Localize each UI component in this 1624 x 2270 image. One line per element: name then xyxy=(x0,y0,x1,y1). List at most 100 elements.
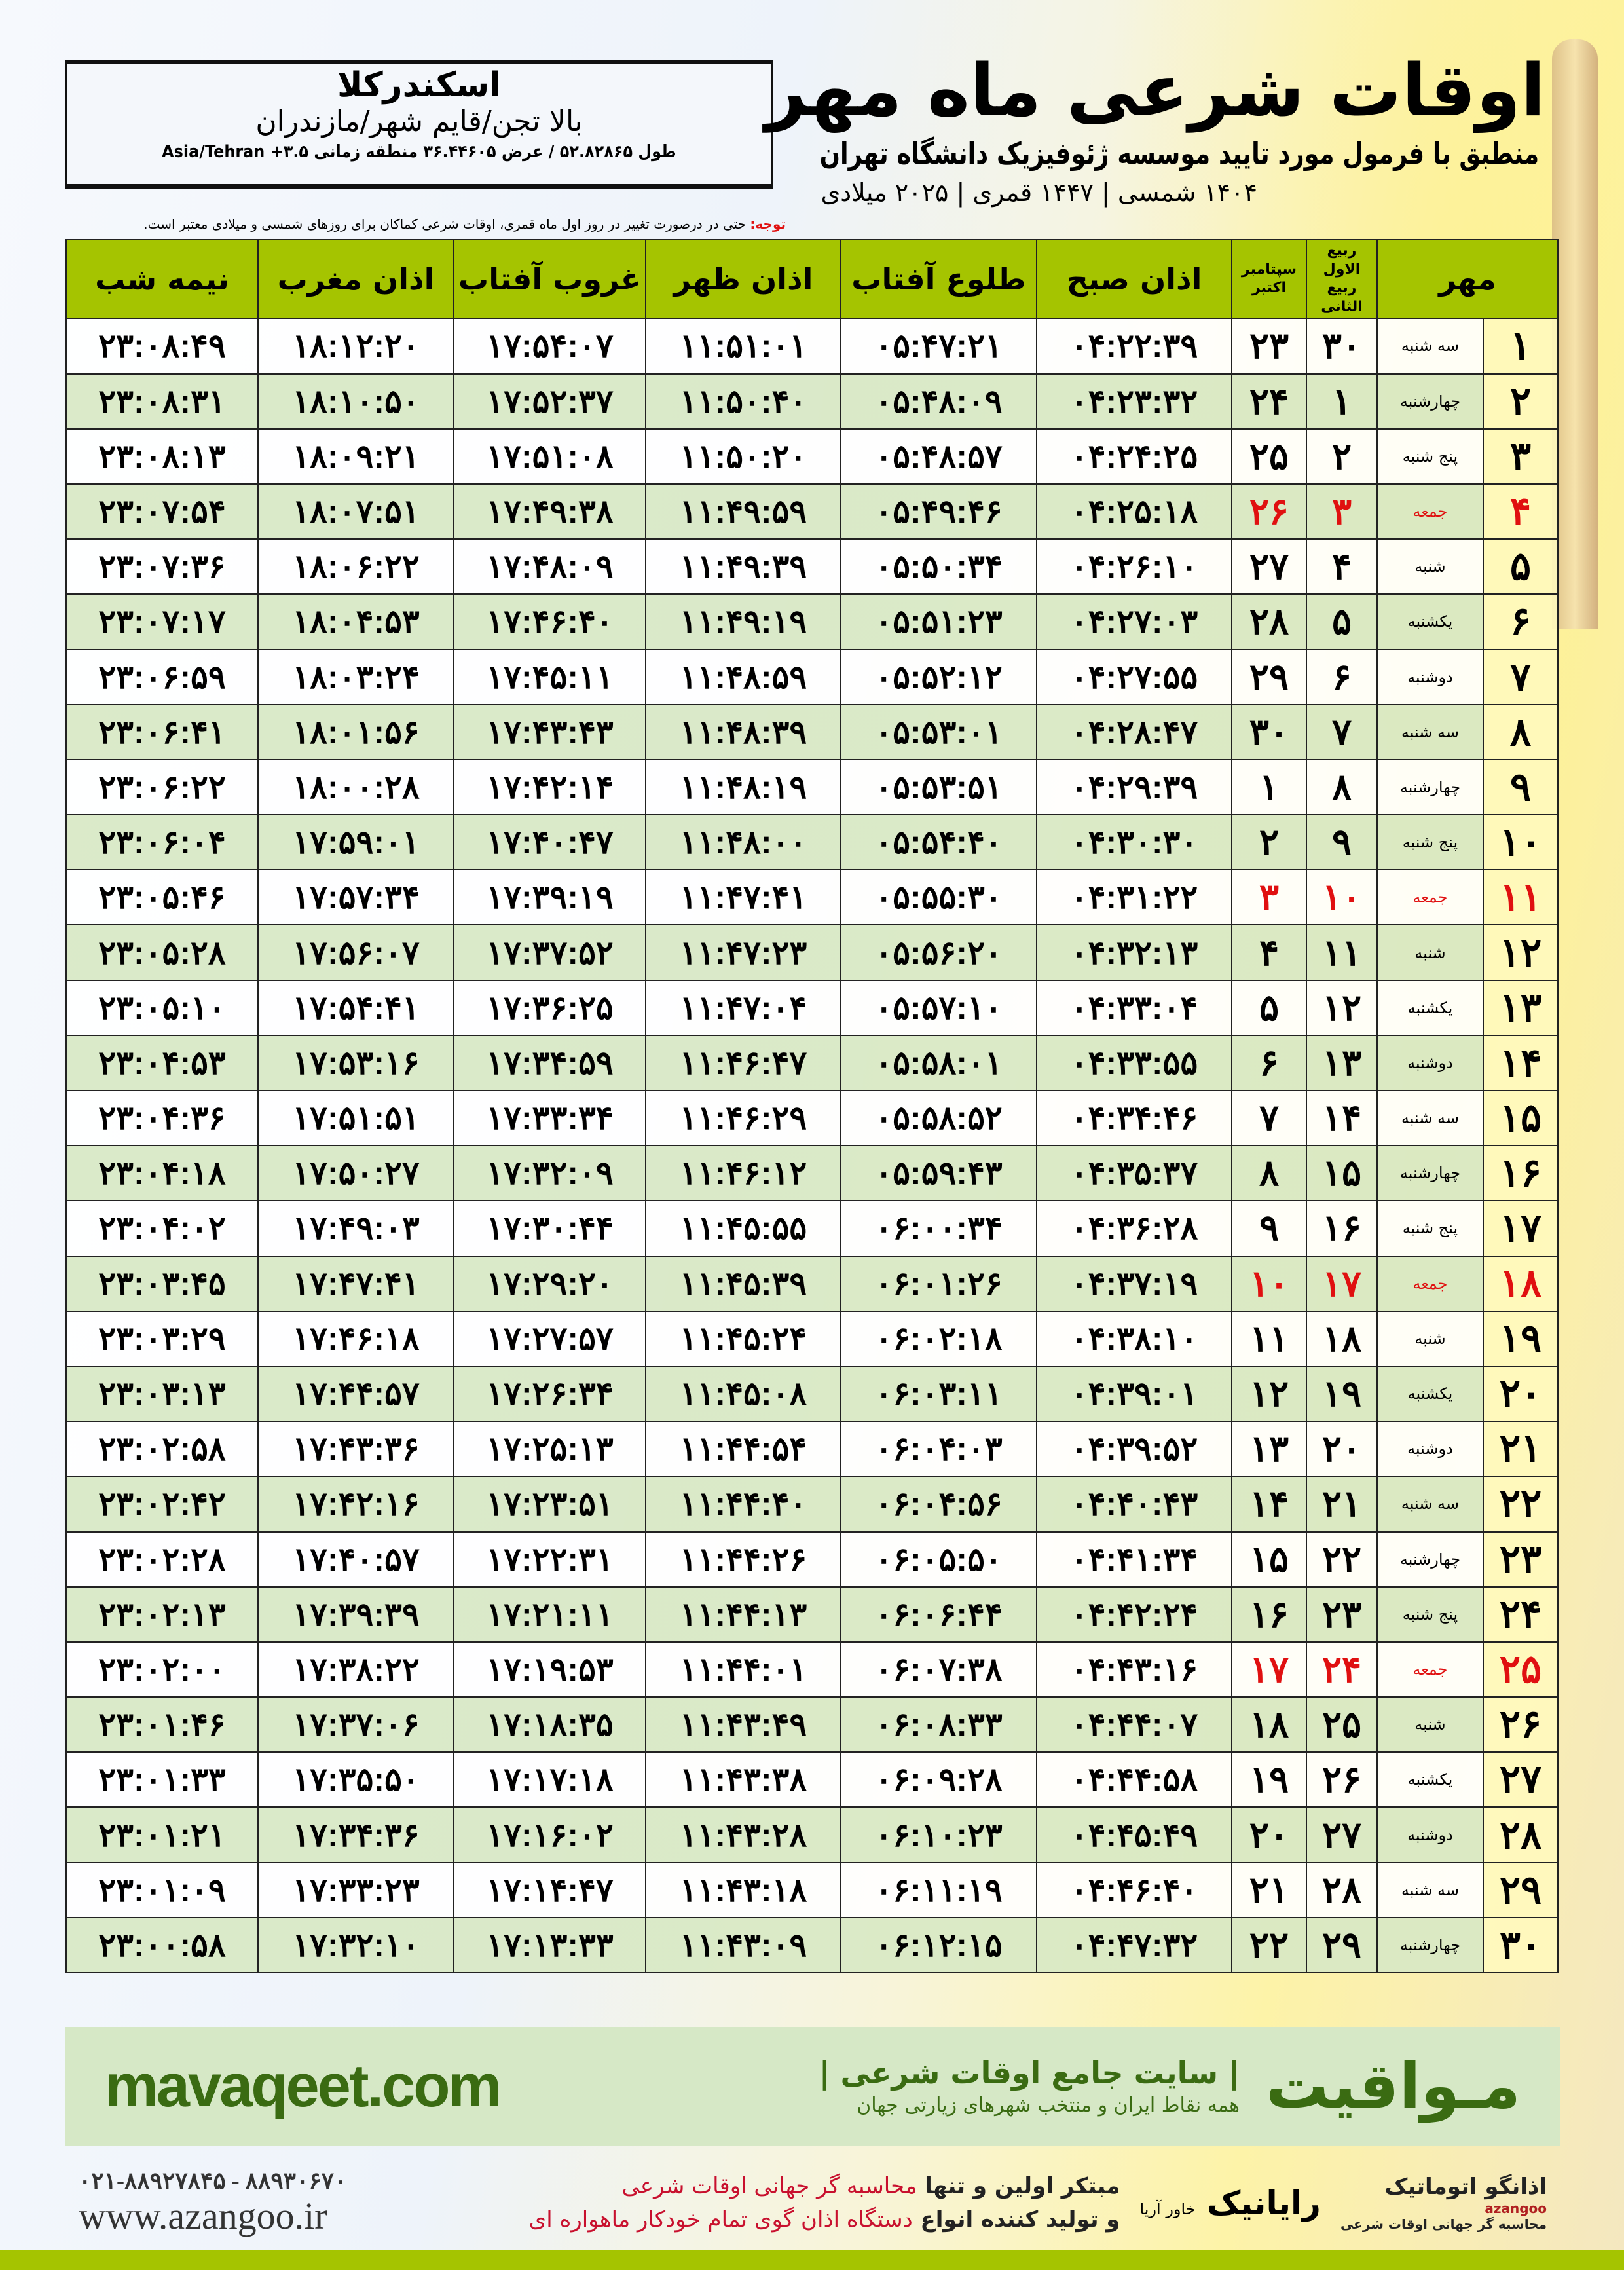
dhuhr-time: ۱۱:۴۳:۲۸ xyxy=(645,1806,841,1863)
gregorian-day: ۲۲ xyxy=(1231,1916,1307,1974)
sunrise-time: ۰۵:۵۳:۰۱ xyxy=(840,703,1037,760)
gregorian-day: ۲۶ xyxy=(1231,483,1307,540)
weekday: سه شنبه xyxy=(1376,703,1484,760)
table-row: ۱۷ پنج شنبه ۱۶ ۹ ۰۴:۳۶:۲۸ ۰۶:۰۰:۳۴ ۱۱:۴۵:۵۵ ۱۷:… xyxy=(65,1200,1559,1257)
sunrise-time: ۰۵:۵۴:۴۰ xyxy=(840,814,1037,871)
weekday: پنج شنبه xyxy=(1376,428,1484,485)
table-row: ۱۶ چهارشنبه ۱۵ ۸ ۰۴:۳۵:۳۷ ۰۵:۵۹:۴۳ ۱۱:۴۶:۱۲ ۱۷:… xyxy=(65,1145,1559,1202)
sunset-time: ۱۷:۲۲:۳۱ xyxy=(453,1531,646,1588)
dhuhr-time: ۱۱:۴۴:۱۳ xyxy=(645,1586,841,1643)
day-number: ۱۸ xyxy=(1482,1255,1559,1312)
day-number: ۱۲ xyxy=(1482,924,1559,981)
table-row: ۱۱ جمعه ۱۰ ۳ ۰۴:۳۱:۲۲ ۰۵:۵۵:۳۰ ۱۱:۴۷:۴۱ ۱۷:۳۹:۱… xyxy=(65,869,1559,926)
weekday: یکشنبه xyxy=(1376,593,1484,650)
hijri-day: ۱۴ xyxy=(1306,1089,1378,1147)
dhuhr-time: ۱۱:۴۶:۲۹ xyxy=(645,1089,841,1147)
sunset-time: ۱۷:۵۱:۰۸ xyxy=(453,428,646,485)
fajr-time: ۰۴:۳۳:۰۴ xyxy=(1036,979,1232,1036)
dhuhr-time: ۱۱:۴۸:۰۰ xyxy=(645,814,841,871)
sunset-time: ۱۷:۴۰:۴۷ xyxy=(453,814,646,871)
hijri-day: ۳۰ xyxy=(1306,318,1378,375)
weekday: پنج شنبه xyxy=(1376,814,1484,871)
maghrib-time: ۱۸:۰۷:۵۱ xyxy=(257,483,454,540)
sunset-time: ۱۷:۱۷:۱۸ xyxy=(453,1751,646,1808)
coordinates: طول ۵۲.۸۲۸۶۵ / عرض ۳۶.۴۴۶۰۵ منطقه زمانی … xyxy=(162,142,676,162)
midnight-time: ۲۳:۰۲:۰۰ xyxy=(65,1641,259,1698)
col-month: مهر xyxy=(1376,238,1559,320)
midnight-time: ۲۳:۰۶:۴۱ xyxy=(65,703,259,760)
day-number: ۲ xyxy=(1482,373,1559,430)
maghrib-time: ۱۸:۱۰:۵۰ xyxy=(257,373,454,430)
hijri-day: ۲۸ xyxy=(1306,1861,1378,1918)
gregorian-day: ۹ xyxy=(1231,1200,1307,1257)
fajr-time: ۰۴:۲۶:۱۰ xyxy=(1036,538,1232,595)
weekday: شنبه xyxy=(1376,924,1484,981)
maghrib-time: ۱۷:۵۹:۰۱ xyxy=(257,814,454,871)
banner-taglines: | سایت جامع اوقات شرعی | همه نقاط ایران … xyxy=(819,2055,1240,2118)
maghrib-time: ۱۷:۵۶:۰۷ xyxy=(257,924,454,981)
hijri-day: ۲۶ xyxy=(1306,1751,1378,1808)
sunrise-time: ۰۶:۱۰:۲۳ xyxy=(840,1806,1037,1863)
hijri-day: ۳ xyxy=(1306,483,1378,540)
gregorian-day: ۱۳ xyxy=(1231,1421,1307,1478)
azangoo-name: اذانگو اتوماتیک xyxy=(1384,2174,1547,2201)
location-box: اسکندرکلا بالا تجن/قایم شهر/مازندران طول… xyxy=(65,60,773,189)
midnight-time: ۲۳:۰۶:۲۲ xyxy=(65,758,259,816)
maghrib-time: ۱۷:۵۱:۵۱ xyxy=(257,1089,454,1147)
contact-info: ۰۲۱-۸۸۹۲۷۸۴۵ - ۸۸۹۳۰۶۷۰ www.azangoo.ir xyxy=(79,2168,346,2239)
weekday: سه شنبه xyxy=(1376,1089,1484,1147)
page-title: اوقات شرعی ماه مهر xyxy=(765,48,1547,132)
day-number: ۲۷ xyxy=(1482,1751,1559,1808)
gregorian-day: ۶ xyxy=(1231,1034,1307,1092)
sunset-time: ۱۷:۲۱:۱۱ xyxy=(453,1586,646,1643)
sunset-time: ۱۷:۵۴:۰۷ xyxy=(453,318,646,375)
fajr-time: ۰۴:۴۶:۴۰ xyxy=(1036,1861,1232,1918)
midnight-time: ۲۳:۰۳:۴۵ xyxy=(65,1255,259,1312)
site-link[interactable]: mavaqeet.com xyxy=(105,2053,502,2120)
day-number: ۸ xyxy=(1482,703,1559,760)
day-number: ۲۱ xyxy=(1482,1421,1559,1478)
prayer-times-table: مهر ربیع الاول ربیع الثانی سپتامبر اکتبر… xyxy=(65,238,1559,1974)
fajr-time: ۰۴:۴۴:۰۷ xyxy=(1036,1696,1232,1753)
table-row: ۳۰ چهارشنبه ۲۹ ۲۲ ۰۴:۴۷:۳۲ ۰۶:۱۲:۱۵ ۱۱:۴۳:۰۹ ۱۷… xyxy=(65,1916,1559,1974)
day-number: ۹ xyxy=(1482,758,1559,816)
weekday: چهارشنبه xyxy=(1376,1916,1484,1974)
day-number: ۳۰ xyxy=(1482,1916,1559,1974)
hijri-day: ۶ xyxy=(1306,648,1378,705)
maghrib-time: ۱۷:۴۹:۰۳ xyxy=(257,1200,454,1257)
sunrise-time: ۰۶:۰۷:۳۸ xyxy=(840,1641,1037,1698)
fajr-time: ۰۴:۳۱:۲۲ xyxy=(1036,869,1232,926)
gregorian-day: ۱۱ xyxy=(1231,1310,1307,1367)
midnight-time: ۲۳:۰۲:۴۲ xyxy=(65,1476,259,1533)
day-number: ۶ xyxy=(1482,593,1559,650)
dhuhr-time: ۱۱:۴۳:۱۸ xyxy=(645,1861,841,1918)
sunrise-time: ۰۶:۰۱:۲۶ xyxy=(840,1255,1037,1312)
gregorian-day: ۲۰ xyxy=(1231,1806,1307,1863)
day-number: ۲۳ xyxy=(1482,1531,1559,1588)
weekday: جمعه xyxy=(1376,869,1484,926)
hijri-day: ۲۳ xyxy=(1306,1586,1378,1643)
sunset-time: ۱۷:۲۷:۵۷ xyxy=(453,1310,646,1367)
sunrise-time: ۰۵:۴۸:۵۷ xyxy=(840,428,1037,485)
sunrise-time: ۰۶:۱۲:۱۵ xyxy=(840,1916,1037,1974)
weekday: پنج شنبه xyxy=(1376,1586,1484,1643)
table-row: ۳ پنج شنبه ۲ ۲۵ ۰۴:۲۴:۲۵ ۰۵:۴۸:۵۷ ۱۱:۵۰:۲۰ ۱۷:۵… xyxy=(65,428,1559,485)
phone-numbers: ۰۲۱-۸۸۹۲۷۸۴۵ - ۸۸۹۳۰۶۷۰ xyxy=(79,2167,347,2194)
mavaqeet-banner: مـواقیت | سایت جامع اوقات شرعی | همه نقا… xyxy=(65,2027,1560,2146)
maghrib-time: ۱۷:۴۳:۳۶ xyxy=(257,1421,454,1478)
fajr-time: ۰۴:۲۵:۱۸ xyxy=(1036,483,1232,540)
weekday: چهارشنبه xyxy=(1376,1531,1484,1588)
fajr-time: ۰۴:۴۲:۲۴ xyxy=(1036,1586,1232,1643)
banner-tagline: | سایت جامع اوقات شرعی | xyxy=(819,2055,1240,2091)
midnight-time: ۲۳:۰۸:۳۱ xyxy=(65,373,259,430)
gregorian-day: ۵ xyxy=(1231,979,1307,1036)
weekday: دوشنبه xyxy=(1376,648,1484,705)
rayanik-sub: خاور آریا xyxy=(1139,2199,1196,2218)
weekday: سه شنبه xyxy=(1376,1476,1484,1533)
slogan-2a: و تولید کننده انواع xyxy=(912,2206,1120,2233)
azangoo-website[interactable]: www.azangoo.ir xyxy=(79,2195,327,2238)
fajr-time: ۰۴:۴۴:۵۸ xyxy=(1036,1751,1232,1808)
sunset-time: ۱۷:۲۵:۱۳ xyxy=(453,1421,646,1478)
day-number: ۲۰ xyxy=(1482,1365,1559,1423)
weekday: چهارشنبه xyxy=(1376,758,1484,816)
